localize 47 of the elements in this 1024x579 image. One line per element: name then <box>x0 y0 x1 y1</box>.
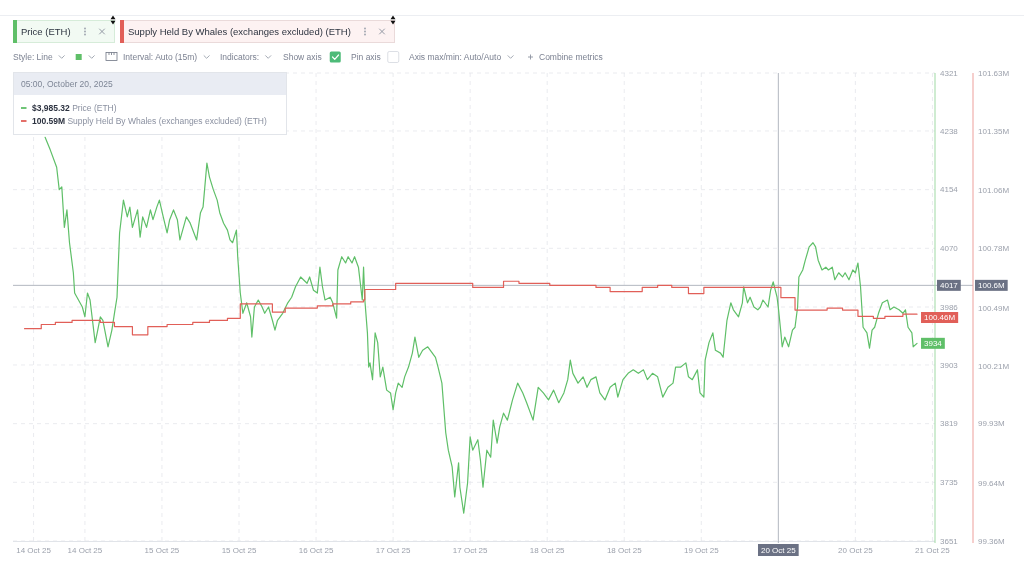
annotation: $3,985.32 Price (ETH) <box>32 102 117 113</box>
y-tick-label: 3819 <box>940 419 959 429</box>
ref-line-label: 4017 <box>940 281 959 291</box>
x-tick-label: 20 Oct 25 <box>838 545 874 555</box>
y2-tick-label: 100.49M <box>978 303 1010 313</box>
x-tick-label: 15 Oct 25 <box>144 545 180 555</box>
y2-tick-label: 99.36M <box>978 536 1006 546</box>
annotation: 05:00, October 20, 2025 <box>21 78 113 89</box>
y-tick-label: 4238 <box>940 126 959 136</box>
text: Indicators: <box>220 51 260 62</box>
x-tick-label: 18 Oct 25 <box>529 545 566 555</box>
x-tick-label: 17 Oct 25 <box>452 545 489 555</box>
text: Pin axis <box>351 51 381 62</box>
y-tick-label: 4321 <box>940 68 959 78</box>
x-tick-label: 16 Oct 25 <box>298 545 334 555</box>
text: Show axis <box>283 51 322 62</box>
ref-line-label: 100.6M <box>978 281 1006 291</box>
data-label: 100.46M <box>924 313 956 323</box>
y2-tick-label: 100.21M <box>978 361 1010 371</box>
y2-tick-label: 100.78M <box>978 244 1010 254</box>
text: Price (ETH) <box>21 25 71 37</box>
y-tick-label: 3903 <box>940 360 959 370</box>
x-tick-label: 18 Oct 25 <box>606 545 643 555</box>
y-tick-label: 3735 <box>940 478 959 488</box>
text: Axis max/min: Auto/Auto <box>409 51 502 62</box>
y-tick-label: 4154 <box>940 185 959 195</box>
x-tick-label: 15 Oct 25 <box>221 545 257 555</box>
y2-tick-label: 101.63M <box>978 68 1010 78</box>
x-tick-label: 14 Oct 25 <box>16 545 52 555</box>
text: Supply Held By Whales (exchanges excluded) (ETH) <box>128 25 351 37</box>
x-tick-label: 21 Oct 25 <box>915 545 951 555</box>
y-tick-label: 3986 <box>940 302 959 312</box>
y2-tick-label: 99.93M <box>978 419 1006 429</box>
x-tick-label: 17 Oct 25 <box>375 545 411 555</box>
x-tick-label: 14 Oct 25 <box>67 545 103 555</box>
line-series <box>44 136 918 514</box>
text: Combine metrics <box>539 51 603 62</box>
annotation: 100.59M Supply Held By Whales (exchanges excluded) (ETH) <box>32 115 267 126</box>
data-label: 3934 <box>924 339 943 349</box>
y-tick-label: 3651 <box>940 536 959 546</box>
y-tick-label: 4070 <box>940 244 959 254</box>
text: Style: Line <box>13 51 53 62</box>
y2-tick-label: 101.06M <box>978 186 1010 196</box>
y2-tick-label: 101.35M <box>978 126 1010 136</box>
text: Interval: Auto (15m) <box>123 51 198 62</box>
x-tick-label: 19 Oct 25 <box>683 545 720 555</box>
y2-tick-label: 99.64M <box>978 479 1006 489</box>
